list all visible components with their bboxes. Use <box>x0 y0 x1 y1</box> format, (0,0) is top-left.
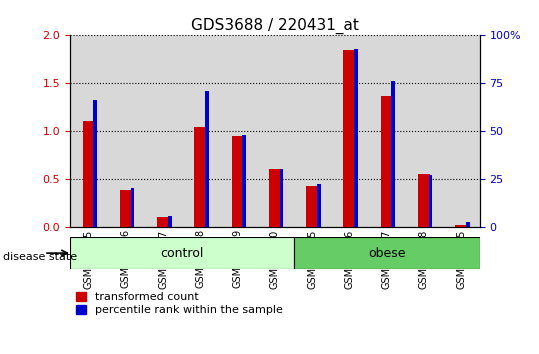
Bar <box>130 188 134 227</box>
Bar <box>294 237 480 269</box>
Bar <box>418 174 430 227</box>
Bar <box>168 216 171 227</box>
Bar <box>343 50 355 227</box>
Bar <box>381 96 392 227</box>
Bar <box>70 237 294 269</box>
Bar <box>455 225 467 227</box>
Bar <box>243 135 246 227</box>
Bar <box>205 91 209 227</box>
Text: obese: obese <box>368 247 405 259</box>
Title: GDS3688 / 220431_at: GDS3688 / 220431_at <box>191 18 359 34</box>
Bar <box>120 190 132 227</box>
Bar <box>317 183 321 227</box>
Legend: transformed count, percentile rank within the sample: transformed count, percentile rank withi… <box>75 292 282 315</box>
Bar <box>354 49 358 227</box>
Bar <box>82 121 95 227</box>
Bar <box>429 175 432 227</box>
Bar <box>195 127 206 227</box>
Bar <box>93 101 97 227</box>
Bar <box>466 222 469 227</box>
Bar <box>269 169 281 227</box>
Text: control: control <box>160 247 204 259</box>
Bar <box>306 187 318 227</box>
Bar <box>157 217 169 227</box>
Text: disease state: disease state <box>3 252 77 262</box>
Bar <box>280 169 284 227</box>
Bar <box>232 136 244 227</box>
Bar <box>391 81 395 227</box>
